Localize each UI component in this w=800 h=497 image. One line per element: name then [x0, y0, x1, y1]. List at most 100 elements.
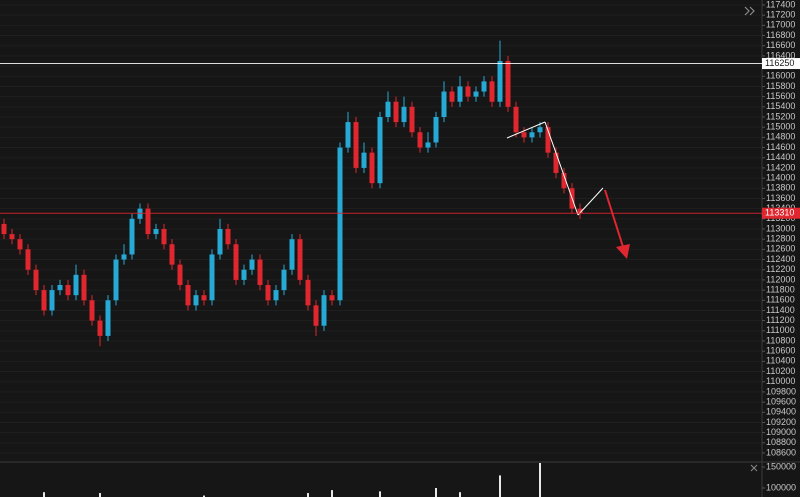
y-tick-label: 116600 — [766, 40, 795, 50]
volume-bar — [379, 491, 381, 497]
candle-body — [481, 81, 487, 92]
y-tick-label: 112400 — [766, 254, 795, 264]
candle-body — [465, 86, 471, 97]
y-tick-label: 109200 — [766, 417, 796, 427]
price-label-box — [762, 58, 800, 70]
y-tick-label: 110200 — [766, 366, 795, 376]
candle-body — [577, 208, 583, 214]
y-tick-label: 114800 — [766, 132, 795, 142]
trend-line — [506, 121, 546, 139]
y-tick-label: 110600 — [766, 346, 795, 356]
candle-body — [161, 229, 167, 245]
candle-body — [249, 259, 255, 270]
volume-bar — [499, 475, 501, 497]
candle-body — [369, 152, 375, 184]
candle-body — [145, 208, 151, 235]
grid — [0, 4, 762, 454]
candle-body — [193, 295, 199, 306]
candle-body — [505, 61, 511, 107]
y-tick-label: 115800 — [766, 81, 795, 91]
scroll-icon[interactable] — [744, 6, 750, 16]
arrow-head — [616, 244, 630, 259]
y-tick-label: 115200 — [766, 111, 795, 121]
candle-body — [49, 290, 55, 311]
trend-line — [577, 187, 604, 216]
candle-body — [401, 106, 407, 123]
y-tick-label: 112600 — [766, 244, 795, 254]
candle-body — [537, 127, 543, 133]
y-tick-label: 113800 — [766, 183, 795, 193]
candle-body — [185, 285, 191, 306]
trend-line — [544, 121, 579, 216]
candle-body — [545, 127, 551, 153]
volume-bar — [539, 463, 541, 497]
candle-body — [113, 259, 119, 301]
volume-bar — [43, 492, 45, 497]
candle-body — [17, 239, 23, 250]
y-tick-label: 113600 — [766, 193, 795, 203]
candle-body — [41, 290, 47, 311]
scroll-icon[interactable] — [749, 6, 755, 16]
y-tick-label: 112200 — [766, 264, 795, 274]
candle-body — [561, 173, 567, 189]
candle-body — [513, 106, 519, 133]
y-tick-label: 115600 — [766, 91, 795, 101]
candle-body — [433, 117, 439, 143]
candle-body — [473, 91, 479, 97]
candle-body — [521, 132, 527, 138]
candle-body — [305, 279, 311, 306]
candle-body — [153, 229, 159, 235]
candle-body — [553, 152, 559, 173]
y-tick-label: 109600 — [766, 396, 796, 406]
candle-body — [409, 106, 415, 133]
candle-body — [529, 132, 535, 138]
candle-body — [377, 117, 383, 184]
candle-body — [361, 152, 367, 168]
volume-bar — [435, 488, 437, 497]
candle-body — [385, 101, 391, 117]
candle-body — [65, 285, 71, 296]
candle-body — [9, 234, 15, 240]
candle-body — [345, 122, 351, 148]
volume-bar — [203, 495, 205, 497]
candle-body — [489, 81, 495, 102]
candle-body — [177, 264, 183, 285]
close-icon-stroke — [750, 464, 758, 472]
y-tick-label: 111200 — [766, 315, 795, 325]
candle-body — [329, 295, 335, 301]
candle-body — [209, 254, 215, 301]
candle-body — [233, 244, 239, 280]
y-tick-label: 117400 — [766, 0, 795, 9]
arrow-shaft — [604, 189, 625, 251]
candle-body — [265, 285, 271, 301]
candle-body — [1, 223, 7, 235]
candle-body — [257, 259, 263, 285]
candle-body — [57, 285, 63, 291]
candle-body — [313, 305, 319, 326]
y-tick-label: 111800 — [766, 284, 795, 294]
candle-body — [81, 274, 87, 301]
candle-body — [417, 132, 423, 148]
candle-body — [425, 142, 431, 148]
candle-body — [273, 290, 279, 301]
y-tick-label: 108800 — [766, 437, 796, 447]
y-tick-label: 117200 — [766, 10, 795, 20]
volume-bar — [307, 493, 309, 497]
candle-body — [169, 244, 175, 265]
candle-body — [497, 61, 503, 102]
drawings — [506, 121, 630, 259]
candle-body — [129, 218, 135, 255]
y-tick-label: 110800 — [766, 335, 795, 345]
candle-body — [33, 269, 39, 291]
y-tick-label: 108600 — [766, 447, 796, 457]
candle-body — [449, 91, 455, 102]
y-tick-label: 114200 — [766, 162, 795, 172]
candle-body — [289, 239, 295, 270]
close-icon[interactable] — [750, 464, 758, 472]
y-tick-label: 114000 — [766, 172, 795, 182]
candle-body — [353, 122, 359, 168]
candle-body — [457, 86, 463, 102]
y-tick-label: 109800 — [766, 386, 796, 396]
price-label: 113310 — [765, 208, 794, 218]
